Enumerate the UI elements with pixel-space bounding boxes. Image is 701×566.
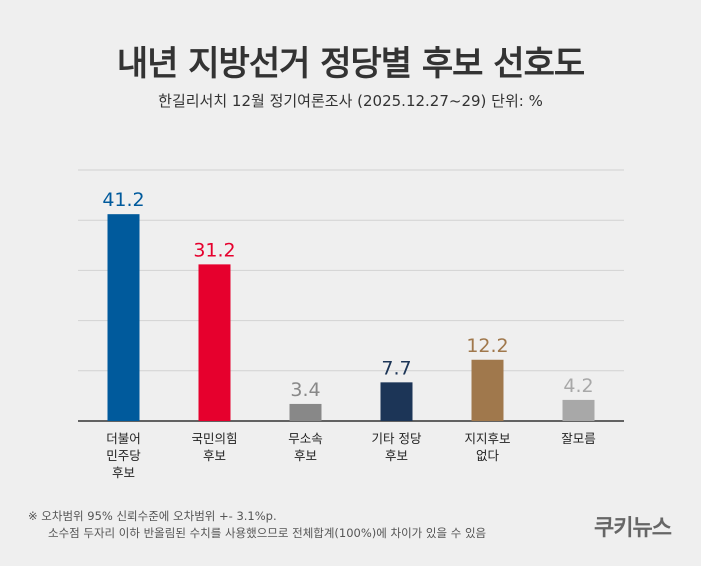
bar bbox=[198, 264, 231, 421]
category-label: 후보 bbox=[203, 448, 226, 463]
data-label: 4.2 bbox=[563, 375, 593, 397]
bar bbox=[562, 399, 595, 421]
category-label: 국민의힘 bbox=[191, 431, 237, 446]
category-label: 무소속 bbox=[288, 431, 323, 446]
footnote-line-1: ※ 오차범위 95% 신뢰수준에 오차범위 +- 3.1%p. bbox=[28, 509, 277, 523]
category-label: 후보 bbox=[294, 448, 317, 463]
category-label: 기타 정당 bbox=[372, 431, 422, 446]
publisher-logo: 쿠키뉴스 bbox=[594, 516, 672, 541]
data-label: 7.7 bbox=[381, 357, 411, 379]
footnote-line-2: 소수점 두자리 이하 반올림된 수치를 사용했으므로 전체합계(100%)에 차… bbox=[48, 526, 487, 540]
bar bbox=[471, 359, 504, 421]
data-label: 3.4 bbox=[290, 379, 320, 401]
data-label: 12.2 bbox=[466, 335, 508, 357]
data-label: 31.2 bbox=[193, 239, 235, 261]
category-label: 없다 bbox=[476, 448, 500, 463]
chart-title: 내년 지방선거 정당별 후보 선호도 bbox=[116, 44, 585, 84]
bar bbox=[380, 382, 413, 421]
category-label: 잘모름 bbox=[561, 431, 596, 446]
category-label: 더불어 bbox=[106, 431, 141, 446]
category-label: 지지후보 bbox=[464, 431, 510, 446]
bar bbox=[107, 214, 140, 421]
data-label: 41.2 bbox=[102, 189, 144, 211]
category-label: 후보 bbox=[112, 465, 135, 480]
bar bbox=[289, 403, 322, 421]
chart-subtitle: 한길리서치 12월 정기여론조사 (2025.12.27~29) 단위: % bbox=[158, 92, 543, 110]
footnote: ※ 오차범위 95% 신뢰수준에 오차범위 +- 3.1%p. 소수점 두자리 … bbox=[28, 508, 486, 542]
category-label: 민주당 bbox=[106, 448, 141, 463]
category-label: 후보 bbox=[385, 448, 408, 463]
